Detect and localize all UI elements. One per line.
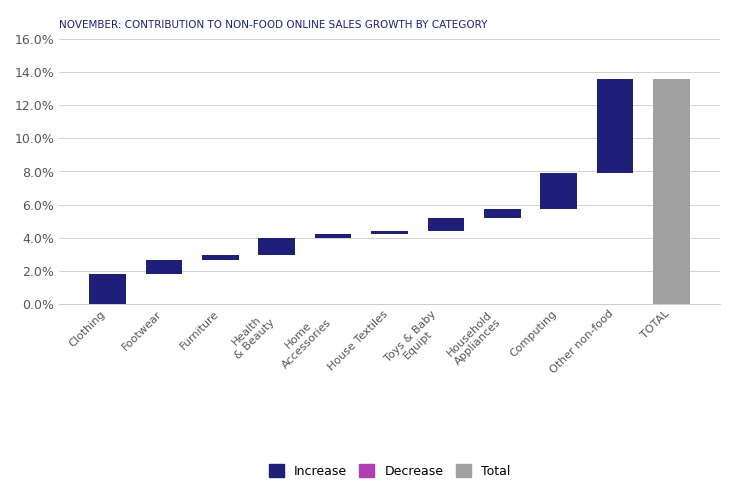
Legend: Increase, Decrease, Total: Increase, Decrease, Total <box>264 459 515 483</box>
Bar <box>202 255 239 260</box>
Bar <box>371 231 408 234</box>
Text: NOVEMBER: CONTRIBUTION TO NON-FOOD ONLINE SALES GROWTH BY CATEGORY: NOVEMBER: CONTRIBUTION TO NON-FOOD ONLIN… <box>59 20 487 30</box>
Bar <box>315 234 352 238</box>
Bar <box>145 260 183 274</box>
Bar <box>89 274 126 304</box>
Bar <box>427 218 464 231</box>
Bar <box>540 173 577 209</box>
Bar <box>653 79 690 304</box>
Bar <box>258 238 295 255</box>
Bar <box>484 209 521 218</box>
Bar <box>597 79 634 173</box>
